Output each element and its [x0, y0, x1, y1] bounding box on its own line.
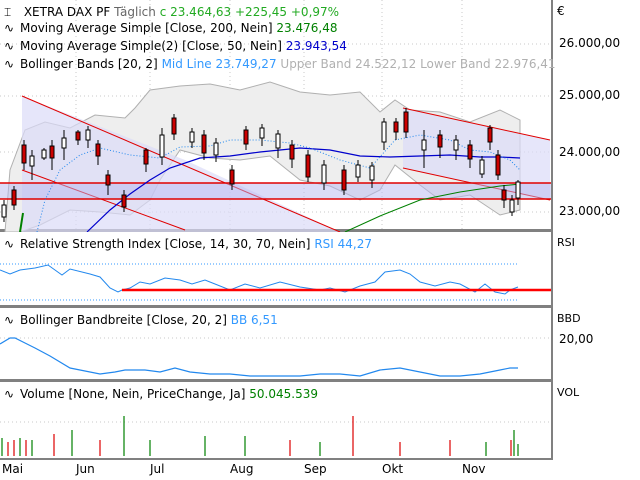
bbw-chart-svg [0, 337, 551, 377]
bbw-panel[interactable]: ∿ Bollinger Bandbreite [Close, 20, 2] BB … [0, 308, 553, 382]
line-icon: ∿ [4, 57, 15, 71]
legend-bbw: ∿ Bollinger Bandbreite [Close, 20, 2] BB … [4, 313, 278, 327]
rsi-axis: RSI [557, 236, 575, 249]
price-panel[interactable]: ⌶ XETRA DAX PF Täglich c 23.464,63 +225,… [0, 0, 556, 232]
line-icon: ∿ [4, 21, 15, 35]
price-axis: € 26.000,00 25.000,00 24.000,00 23.000,0… [557, 4, 621, 218]
line-icon: ∿ [4, 39, 15, 53]
period-label: Täglich [114, 5, 156, 19]
legend-symbol: ⌶ XETRA DAX PF Täglich c 23.464,63 +225,… [4, 4, 339, 20]
axis-unit: € [557, 4, 565, 18]
legend-volume: ∿ Volume [None, Nein, PriceChange, Ja] 50… [4, 387, 318, 401]
price-chart-svg [0, 0, 551, 232]
symbol-name: XETRA DAX PF [23, 5, 111, 19]
volume-chart-svg [0, 416, 551, 456]
candlestick-icon: ⌶ [4, 5, 12, 19]
change-value: +225,45 [235, 5, 288, 19]
close-value: c 23.464,63 [159, 5, 232, 19]
volume-panel[interactable]: ∿ Volume [None, Nein, PriceChange, Ja] 50… [0, 382, 553, 460]
line-icon: ∿ [4, 237, 15, 251]
legend-ma50: ∿ Moving Average Simple(2) [Close, 50, Ne… [4, 39, 347, 53]
change-pct: +0,97% [290, 5, 340, 19]
volume-axis: VOL [557, 386, 580, 399]
bbw-axis: BBD 20,00 [557, 312, 594, 346]
line-icon: ∿ [4, 387, 15, 401]
legend-ma200: ∿ Moving Average Simple [Close, 200, Nein… [4, 21, 338, 35]
legend-rsi: ∿ Relative Strength Index [Close, 14, 30,… [4, 237, 372, 251]
legend-bollinger: ∿ Bollinger Bands [20, 2] Mid Line 23.749… [4, 57, 556, 71]
rsi-chart-svg [0, 263, 551, 301]
line-icon: ∿ [4, 313, 15, 327]
rsi-panel[interactable]: ∿ Relative Strength Index [Close, 14, 30,… [0, 232, 553, 308]
